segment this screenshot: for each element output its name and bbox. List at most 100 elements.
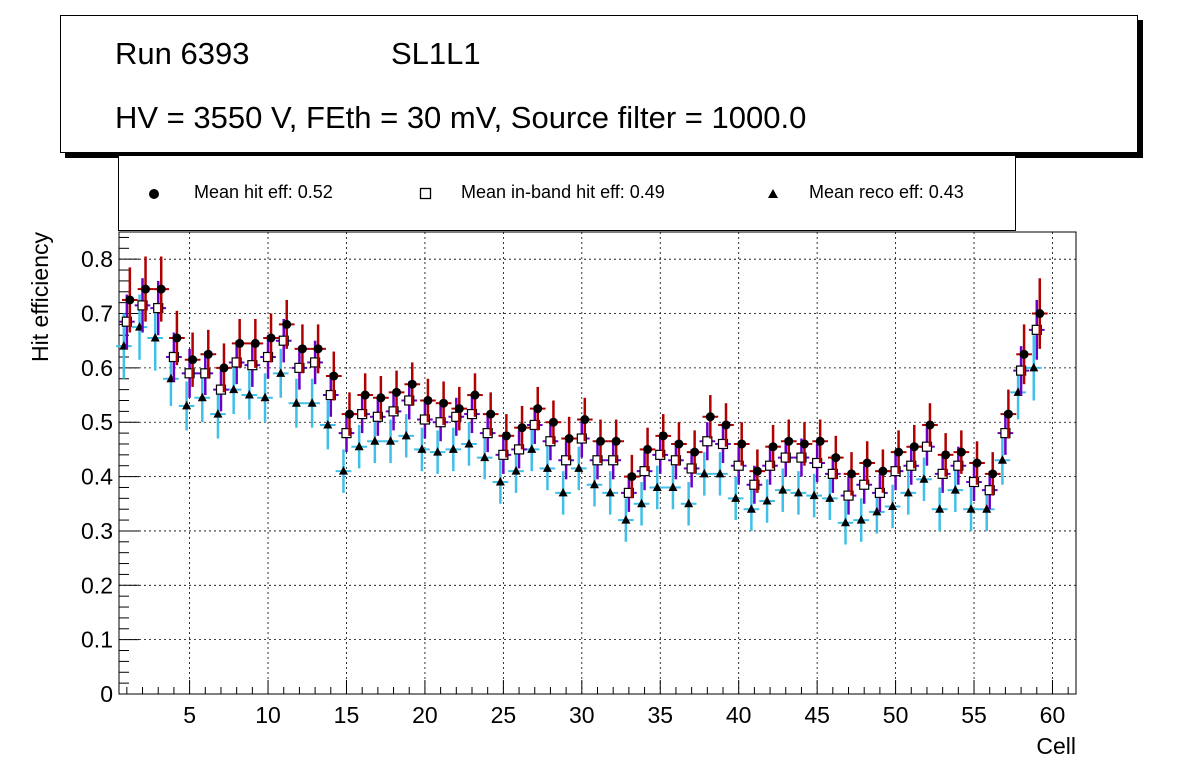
inband-marker xyxy=(921,441,933,452)
inband-point xyxy=(589,441,606,480)
reco-marker xyxy=(448,444,458,453)
hit-marker xyxy=(768,442,778,452)
reco-point xyxy=(570,446,587,491)
hit-marker xyxy=(1003,409,1013,419)
hit-marker xyxy=(988,469,998,479)
reco-point xyxy=(398,414,415,458)
hit-point xyxy=(435,381,452,425)
hit-marker xyxy=(752,466,762,476)
reco-marker xyxy=(903,487,913,497)
reco-point xyxy=(367,419,383,463)
inband-marker xyxy=(780,452,791,463)
reco-point xyxy=(947,468,964,512)
reco-marker xyxy=(307,398,317,407)
hit-point xyxy=(247,318,264,368)
inband-point xyxy=(981,471,998,510)
hit-point xyxy=(796,422,813,466)
inband-marker xyxy=(184,368,195,379)
inband-point xyxy=(1028,299,1045,360)
reco-point xyxy=(1025,335,1042,401)
inband-point xyxy=(417,400,433,439)
hit-point xyxy=(702,395,719,439)
inband-marker xyxy=(278,335,289,346)
inband-marker xyxy=(513,444,525,455)
hit-point xyxy=(1016,324,1032,385)
hit-marker xyxy=(643,444,653,454)
reco-point xyxy=(335,449,352,493)
inband-marker xyxy=(388,406,399,417)
reco-marker xyxy=(997,455,1007,464)
reco-point xyxy=(492,460,509,504)
reco-marker xyxy=(966,504,976,513)
reco-marker xyxy=(637,498,647,508)
reco-point xyxy=(429,430,446,474)
inband-marker xyxy=(702,436,713,447)
reco-marker xyxy=(746,504,756,513)
hit-point xyxy=(482,392,499,436)
reco-point xyxy=(837,501,854,545)
inband-marker xyxy=(294,362,305,373)
legend-hit-label: Mean hit eff: 0.52 xyxy=(194,182,333,202)
y-tick-label: 0.5 xyxy=(81,409,113,435)
y-tick-label: 0.4 xyxy=(81,464,113,490)
hit-point xyxy=(718,403,734,447)
hit-marker xyxy=(1035,309,1045,319)
reco-marker xyxy=(1029,362,1039,372)
inband-point xyxy=(668,441,684,480)
inband-point xyxy=(260,335,276,379)
y-tick-label: 0.7 xyxy=(81,301,113,327)
inband-marker xyxy=(137,300,148,311)
hit-point xyxy=(373,376,389,420)
inband-marker xyxy=(874,487,885,498)
hit-point xyxy=(498,414,515,458)
inband-marker xyxy=(247,360,258,371)
hit-marker xyxy=(909,442,919,452)
y-tick-label: 0.8 xyxy=(81,246,113,272)
legend-reco-label: Mean reco eff: 0.43 xyxy=(809,182,964,202)
hit-point xyxy=(420,378,436,423)
inband-point xyxy=(840,476,857,515)
hit-marker xyxy=(925,420,935,430)
inband-marker xyxy=(796,452,807,463)
hit-point xyxy=(890,430,907,474)
reco-point xyxy=(884,484,901,529)
hit-point xyxy=(561,416,577,461)
hit-marker xyxy=(470,390,480,400)
hit-point xyxy=(812,419,828,463)
hit-point xyxy=(216,343,232,393)
inband-point xyxy=(322,373,339,417)
inband-point xyxy=(872,473,888,512)
inband-marker xyxy=(937,468,948,479)
reco-point xyxy=(272,348,289,398)
x-tick-label: 50 xyxy=(883,702,909,728)
hit-marker xyxy=(674,439,684,449)
hit-point xyxy=(341,392,358,436)
inband-point xyxy=(542,422,559,461)
inband-point xyxy=(119,294,135,349)
hit-marker xyxy=(941,450,951,460)
inband-point xyxy=(762,446,778,485)
reco-marker xyxy=(480,452,490,462)
reco-point xyxy=(461,422,477,466)
inband-marker xyxy=(561,455,572,466)
hit-point xyxy=(184,332,201,387)
reco-marker xyxy=(919,474,929,483)
inband-point xyxy=(919,427,935,466)
hit-point xyxy=(263,313,279,363)
inband-marker xyxy=(310,357,321,368)
inband-point xyxy=(432,403,449,442)
inband-point xyxy=(511,430,527,469)
reco-marker xyxy=(229,384,239,394)
reco-point xyxy=(790,471,807,515)
legend-inband-label: Mean in-band hit eff: 0.49 xyxy=(461,182,665,202)
x-tick-label: 35 xyxy=(647,702,673,728)
inband-marker xyxy=(968,476,980,488)
hit-marker xyxy=(282,319,292,329)
reco-point xyxy=(445,427,462,472)
hit-marker xyxy=(407,379,417,389)
inband-point xyxy=(966,463,982,502)
hit-marker xyxy=(862,458,872,468)
hit-marker xyxy=(705,412,715,422)
reco-point xyxy=(931,487,948,531)
reco-marker xyxy=(825,493,835,502)
